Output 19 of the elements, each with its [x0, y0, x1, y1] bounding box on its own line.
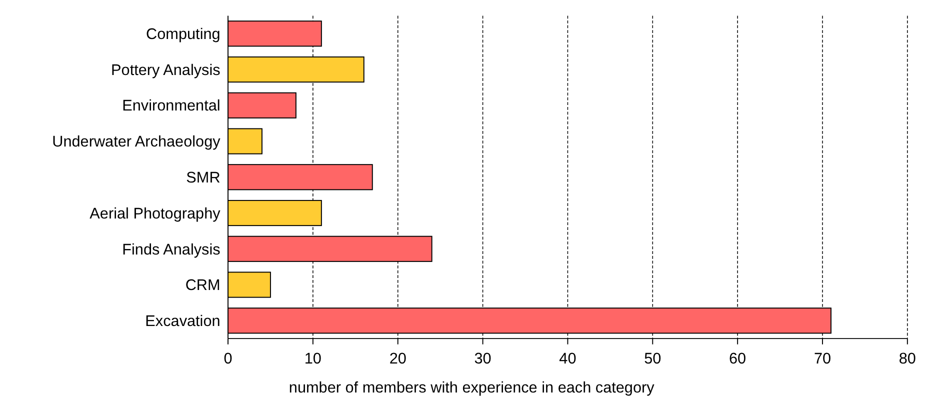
- x-tick-label: 20: [389, 350, 406, 368]
- x-tick-label: 40: [559, 350, 576, 368]
- y-tick-label: Computing: [146, 26, 220, 44]
- x-tick-label: 60: [729, 350, 746, 368]
- y-tick-label: Excavation: [145, 313, 220, 330]
- x-tick-label: 30: [474, 350, 492, 368]
- x-axis-title: number of members with experience in each category: [288, 379, 655, 396]
- y-tick-label: Environmental: [122, 98, 220, 115]
- x-tick-label: 70: [814, 350, 832, 368]
- x-tick-label: 10: [304, 350, 322, 368]
- y-tick-label: Pottery Analysis: [111, 62, 221, 79]
- x-tick-label: 80: [898, 350, 916, 368]
- y-tick-label: Underwater Archaeology: [52, 134, 221, 151]
- y-tick-label: SMR: [186, 170, 220, 187]
- y-tick-label: Aerial Photography: [90, 205, 221, 222]
- y-tick-label: CRM: [185, 277, 220, 294]
- x-tick-label: 50: [644, 350, 662, 368]
- x-tick-label: 0: [224, 350, 232, 368]
- y-tick-label: Finds Analysis: [122, 241, 221, 258]
